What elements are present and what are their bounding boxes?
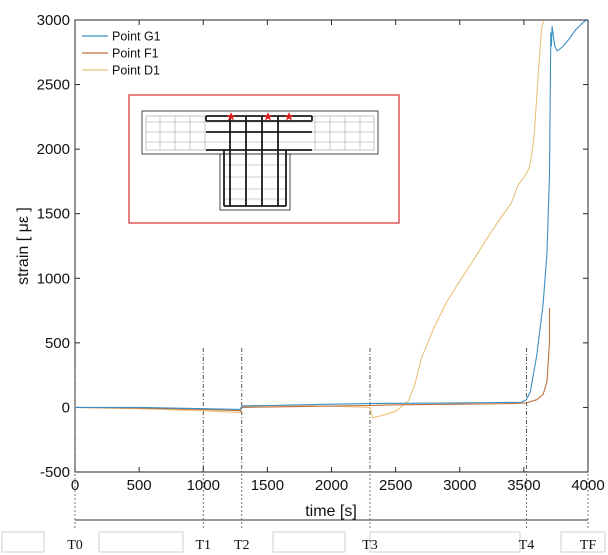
- y-tick-label: 1500: [37, 206, 70, 223]
- y-tick-label: 2000: [37, 141, 70, 158]
- y-tick-label: 2500: [37, 77, 70, 94]
- milestone-label-t3: T3: [362, 538, 378, 553]
- series-line-point-f1: [75, 308, 551, 412]
- milestone-label-t2: T2: [234, 538, 250, 553]
- x-axis-label: time [s]: [305, 503, 357, 520]
- x-tick-label: 3000: [443, 477, 476, 494]
- x-tick-label: 1500: [251, 477, 284, 494]
- milestone-boxes: [1, 531, 606, 553]
- marker-star-2: [263, 112, 273, 121]
- x-tick-label: 1000: [187, 477, 220, 494]
- x-tick-label: 4000: [571, 477, 604, 494]
- marker-star-3: [284, 112, 294, 121]
- x-axis: 0 500 1000 1500 2000 2500 3000 3500 4000: [71, 20, 605, 494]
- milestone-label-t0: T0: [67, 538, 83, 553]
- milestone-label-t4: T4: [519, 538, 535, 553]
- y-tick-label: -500: [40, 464, 70, 481]
- y-tick-label: 0: [62, 399, 70, 416]
- x-tick-label: 3500: [507, 477, 540, 494]
- y-tick-label: 500: [45, 335, 70, 352]
- x-tick-label: 500: [127, 477, 152, 494]
- x-tick-label: 2000: [315, 477, 348, 494]
- milestone-label-t1: T1: [195, 538, 211, 553]
- inset-frame: [128, 94, 400, 224]
- cross-section-inset: [128, 94, 400, 224]
- y-axis-label: strain [ με ]: [15, 207, 32, 285]
- series-line-point-g1: [75, 20, 588, 410]
- milestone-labels: T0 T1 T2 T3 T4 TF: [67, 474, 596, 553]
- legend-entry: Point D1: [112, 64, 160, 78]
- legend-entry: Point F1: [112, 47, 159, 61]
- marker-star-1: [226, 112, 236, 121]
- milestone-lines: [74, 348, 527, 472]
- cross-section-drawing: [141, 110, 379, 211]
- milestone-label-tf: TF: [580, 538, 597, 553]
- legend-entry: Point G1: [112, 30, 161, 44]
- y-axis: -500 0 500 1000 1500 2000 2500 3000: [37, 12, 588, 481]
- y-tick-label: 3000: [37, 12, 70, 29]
- series-layer: [75, 20, 588, 419]
- x-tick-label: 0: [71, 477, 79, 494]
- measurement-point-markers: [226, 112, 294, 121]
- x-tick-label: 2500: [379, 477, 412, 494]
- legend: Point G1 Point F1 Point D1: [82, 30, 161, 78]
- y-tick-label: 1000: [37, 270, 70, 287]
